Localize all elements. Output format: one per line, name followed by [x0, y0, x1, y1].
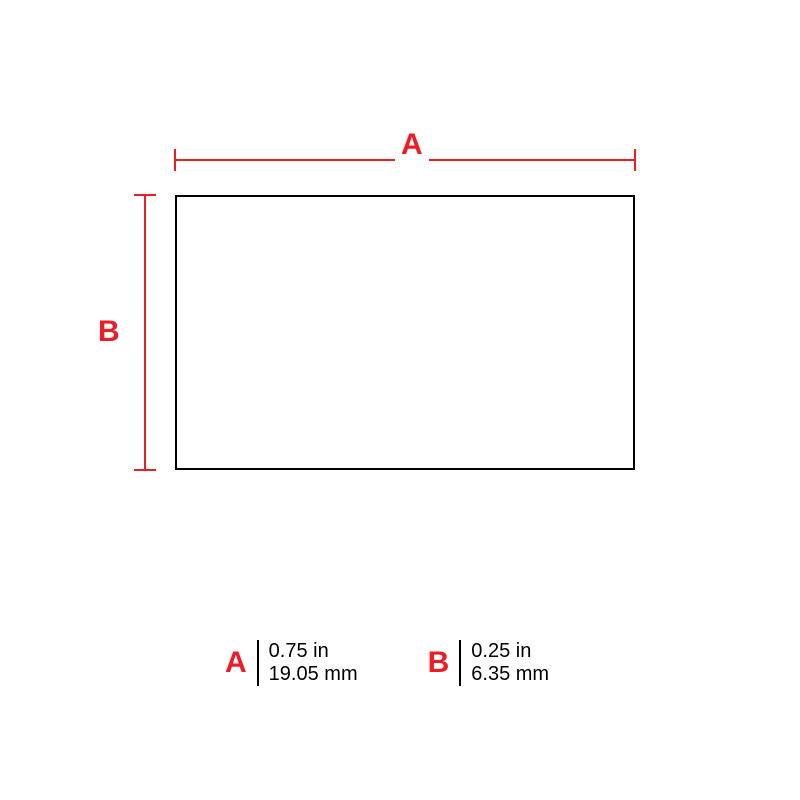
- legend-item-a: A 0.75 in 19.05 mm: [225, 640, 358, 686]
- dimension-a-cap-left: [174, 149, 176, 171]
- legend-a-inches: 0.75 in: [269, 640, 358, 663]
- legend-separator: [257, 640, 259, 686]
- legend-key-a: A: [225, 646, 257, 680]
- legend-b-inches: 0.25 in: [471, 640, 549, 663]
- legend-b-mm: 6.35 mm: [471, 663, 549, 686]
- legend-separator: [459, 640, 461, 686]
- dimension-a-cap-right: [634, 149, 636, 171]
- dimension-a-label: A: [395, 128, 429, 162]
- label-rectangle: [175, 195, 635, 470]
- dimension-legend: A 0.75 in 19.05 mm B 0.25 in 6.35 mm: [225, 640, 549, 686]
- dimension-b-label: B: [98, 315, 120, 349]
- legend-key-b: B: [428, 646, 460, 680]
- dimension-b-cap-bottom: [134, 469, 156, 471]
- diagram-canvas: A B A 0.75 in 19.05 mm B 0.25 in 6.35 mm: [0, 0, 800, 800]
- legend-item-b: B 0.25 in 6.35 mm: [428, 640, 549, 686]
- dimension-b-cap-top: [134, 194, 156, 196]
- dimension-b-line: [144, 195, 146, 470]
- legend-a-mm: 19.05 mm: [269, 663, 358, 686]
